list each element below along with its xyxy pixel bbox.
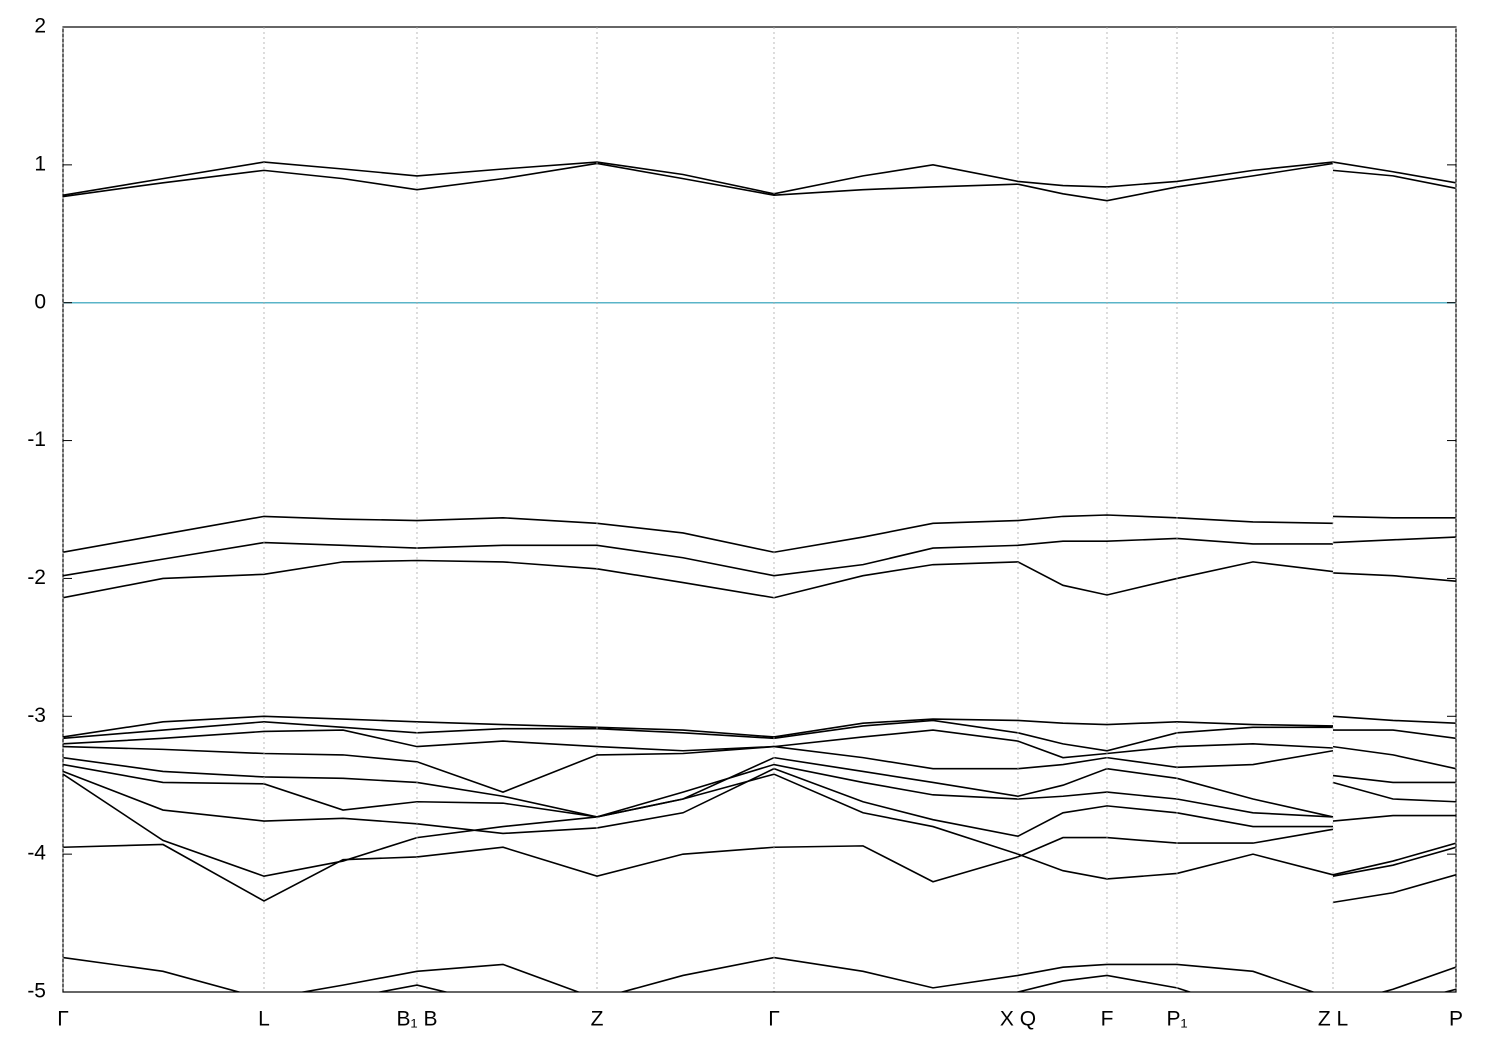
x-tick-label: P₁ — [1166, 1008, 1187, 1031]
y-tick-label: 1 — [34, 152, 46, 175]
x-tick-label: Z L — [1318, 1008, 1348, 1031]
y-tick-label: -5 — [27, 980, 46, 1003]
y-tick-label: 2 — [34, 15, 46, 38]
x-tick-label: B₁ B — [397, 1008, 438, 1031]
y-tick-label: -2 — [27, 566, 46, 589]
x-tick-label: X Q — [1000, 1008, 1036, 1031]
y-tick-label: -4 — [27, 842, 46, 865]
y-tick-label: -3 — [27, 704, 46, 727]
band-line — [63, 773, 1456, 904]
y-tick-label: 0 — [34, 290, 46, 313]
band-line — [63, 745, 1456, 793]
y-tick-label: -1 — [27, 428, 46, 451]
band-line — [63, 536, 1456, 577]
x-tick-label: L — [258, 1008, 270, 1031]
frame — [62, 26, 1457, 993]
band-line — [63, 715, 1456, 738]
x-tick-label: Γ — [768, 1008, 780, 1031]
x-tick-label: Γ — [57, 1008, 69, 1031]
x-tick-label: P — [1449, 1008, 1463, 1031]
x-tick-label: Z — [591, 1008, 604, 1031]
band-line — [63, 763, 1456, 822]
x-tick-label: F — [1101, 1008, 1114, 1031]
band-line — [375, 974, 1456, 992]
band-line — [63, 162, 1456, 202]
